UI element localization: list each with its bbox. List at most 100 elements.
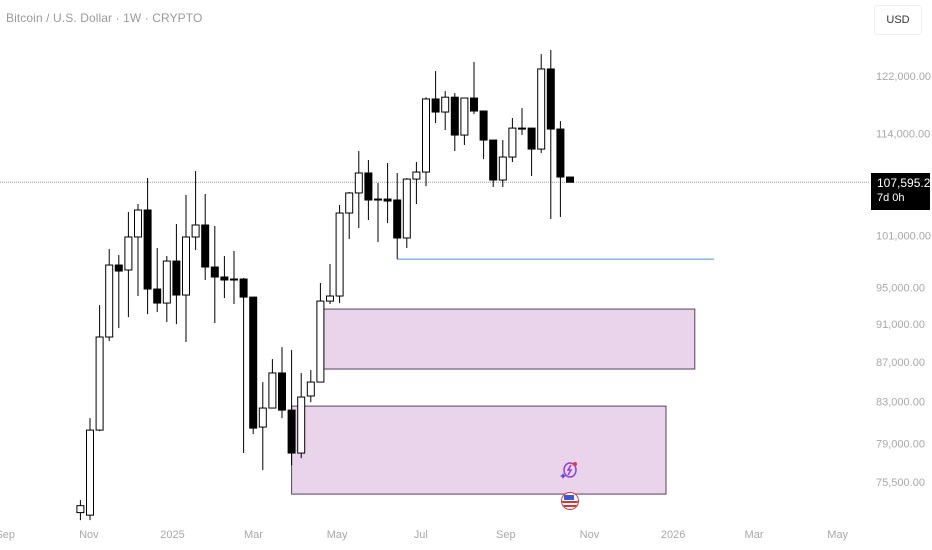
candle-body — [134, 209, 142, 238]
candle — [230, 251, 238, 305]
candle-body — [258, 407, 267, 428]
candle — [153, 247, 162, 313]
candle-body — [124, 236, 133, 271]
candle — [306, 370, 315, 403]
candle — [191, 171, 200, 251]
candle-body — [374, 198, 382, 201]
candle-body — [412, 171, 421, 180]
candle-body — [182, 236, 190, 296]
candle-body — [86, 429, 94, 516]
time-tick-label: Mar — [244, 529, 263, 541]
price-axis[interactable]: 122,000.00 114,000.00 101,000.00 95,000.00 9… — [870, 0, 932, 520]
candle — [134, 204, 142, 297]
candle — [316, 282, 325, 383]
candle — [450, 93, 459, 152]
candle-body — [431, 98, 440, 113]
candle-body — [326, 295, 334, 302]
candle-body — [393, 199, 402, 239]
candle — [297, 372, 306, 459]
candle-body — [527, 127, 536, 150]
candle — [498, 140, 507, 188]
candle — [239, 278, 248, 454]
candle-body — [230, 278, 238, 281]
candle — [210, 225, 219, 324]
candle-body — [537, 68, 546, 150]
time-tick-label: Nov — [580, 529, 600, 541]
candle — [556, 121, 565, 218]
candle-body — [402, 178, 411, 239]
candles-layer — [76, 49, 574, 521]
candle — [124, 211, 133, 318]
lightning-event-icon[interactable] — [560, 461, 578, 479]
candle-body — [76, 505, 85, 514]
candle — [335, 204, 344, 304]
time-tick-label: Sep — [496, 529, 516, 541]
candle — [546, 49, 555, 219]
candle-body — [354, 172, 363, 194]
zones-layer — [291, 308, 696, 495]
candle — [537, 54, 546, 154]
candle — [422, 97, 430, 187]
candle — [345, 192, 354, 240]
candle-body — [249, 296, 258, 429]
price-tick-label: 83,000.00 — [876, 397, 925, 409]
candle — [143, 178, 152, 315]
candle — [479, 110, 488, 160]
candle-body — [345, 192, 354, 214]
time-tick-label: Jul — [414, 529, 428, 541]
candle — [460, 97, 469, 146]
candle — [162, 256, 171, 323]
candle — [354, 151, 363, 228]
candle-body — [479, 110, 488, 141]
candle-body — [172, 260, 181, 296]
candle-body — [297, 396, 306, 454]
demand-zone-1[interactable] — [319, 308, 696, 370]
price-tick-label: 91,000.00 — [876, 319, 925, 331]
price-tick-label: 122,000.00 — [876, 71, 931, 83]
price-tick-label: 79,000.00 — [876, 438, 925, 450]
candle-body — [153, 288, 162, 304]
time-tick-label: Sep — [0, 529, 15, 541]
price-tick-label: 95,000.00 — [876, 283, 925, 295]
candle-body — [287, 409, 296, 454]
candle-body — [239, 278, 248, 298]
candle — [268, 359, 277, 409]
candle — [287, 350, 296, 466]
candle — [374, 182, 382, 243]
time-tick-label: Mar — [745, 529, 764, 541]
candle — [508, 118, 517, 163]
candle-body — [191, 224, 200, 238]
candle-body — [210, 266, 219, 278]
candle — [172, 224, 181, 325]
candle-body — [306, 381, 315, 397]
candle — [76, 500, 85, 521]
candle-body — [268, 372, 277, 409]
candle-body — [162, 260, 171, 304]
time-tick-label: 2026 — [661, 529, 685, 541]
candle-body — [441, 96, 450, 113]
demand-zone-2[interactable] — [291, 405, 667, 495]
candle-body — [201, 224, 210, 268]
candle-body — [143, 209, 152, 290]
candle — [278, 347, 286, 419]
price-tick-label: 101,000.00 — [876, 231, 931, 243]
candle — [441, 91, 450, 131]
time-axis[interactable]: Sep Nov 2025 Mar May Jul Sep Nov 2026 Mar May — [0, 529, 849, 541]
us-flag-icon[interactable] — [561, 492, 579, 510]
candle — [470, 61, 478, 114]
time-tick-label: May — [327, 529, 348, 541]
candle-body — [498, 156, 507, 181]
candle — [105, 248, 114, 342]
candle-body — [95, 336, 104, 431]
candle-body — [383, 198, 392, 202]
candle — [220, 256, 229, 299]
currency-button[interactable]: USD — [874, 5, 922, 35]
candle-body — [470, 97, 478, 112]
last-price-label: 107,595.22 7d 0h — [871, 173, 932, 210]
symbol-title: Bitcoin / U.S. Dollar · 1W · CRYPTO — [6, 11, 203, 25]
candle — [86, 418, 94, 521]
candle — [364, 160, 373, 220]
candle-body — [364, 172, 373, 201]
candle-body — [278, 372, 286, 411]
